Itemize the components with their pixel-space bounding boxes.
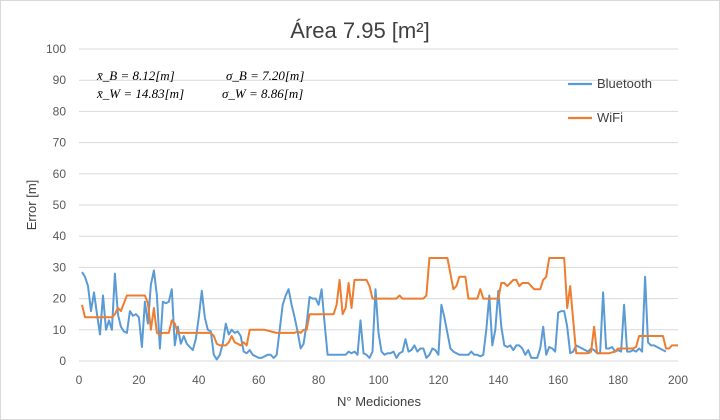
y-tick-label: 60 — [53, 167, 67, 181]
series-line-wifi — [81, 257, 678, 355]
y-tick-labels: 0 10 20 30 40 50 60 70 80 90 100 — [46, 42, 66, 368]
legend-label-bluetooth: Bluetooth — [597, 76, 652, 91]
y-tick-label: 0 — [59, 354, 66, 368]
x-tick-label: 120 — [428, 373, 448, 387]
series-layer — [81, 257, 678, 361]
y-tick-label: 90 — [53, 73, 67, 87]
y-tick-label: 100 — [46, 42, 66, 56]
series-line-bluetooth — [81, 269, 667, 361]
chart-title: Área 7.95 [m²] — [290, 18, 429, 43]
x-tick-label: 20 — [132, 373, 146, 387]
x-tick-label: 0 — [76, 373, 83, 387]
x-axis-label: N° Mediciones — [337, 394, 421, 409]
x-tick-label: 140 — [488, 373, 508, 387]
x-tick-label: 80 — [312, 373, 326, 387]
annotation-mean-bluetooth: x̄_B = 8.12[m] — [96, 68, 175, 83]
y-tick-label: 70 — [53, 136, 67, 150]
y-tick-label: 40 — [53, 229, 67, 243]
x-tick-label: 200 — [668, 373, 688, 387]
x-tick-label: 180 — [608, 373, 628, 387]
y-tick-label: 80 — [53, 104, 67, 118]
annotation-sigma-bluetooth: σ_B = 7.20[m] — [226, 68, 304, 83]
y-tick-label: 50 — [53, 198, 67, 212]
annotation-mean-wifi: x̄_W = 14.83[m] — [96, 86, 184, 101]
y-tick-label: 20 — [53, 292, 67, 306]
x-tick-label: 40 — [192, 373, 206, 387]
y-tick-label: 30 — [53, 260, 67, 274]
x-tick-label: 60 — [252, 373, 266, 387]
y-tick-label: 10 — [53, 323, 67, 337]
y-axis-label: Error [m] — [24, 180, 39, 231]
annotation-sigma-wifi: σ_W = 8.86[m] — [222, 86, 303, 101]
legend-label-wifi: WiFi — [597, 110, 623, 125]
x-tick-label: 160 — [548, 373, 568, 387]
x-tick-labels: 0 20 40 60 80 100 120 140 160 180 200 — [76, 373, 689, 387]
legend: Bluetooth WiFi — [568, 76, 652, 125]
x-tick-label: 100 — [368, 373, 388, 387]
